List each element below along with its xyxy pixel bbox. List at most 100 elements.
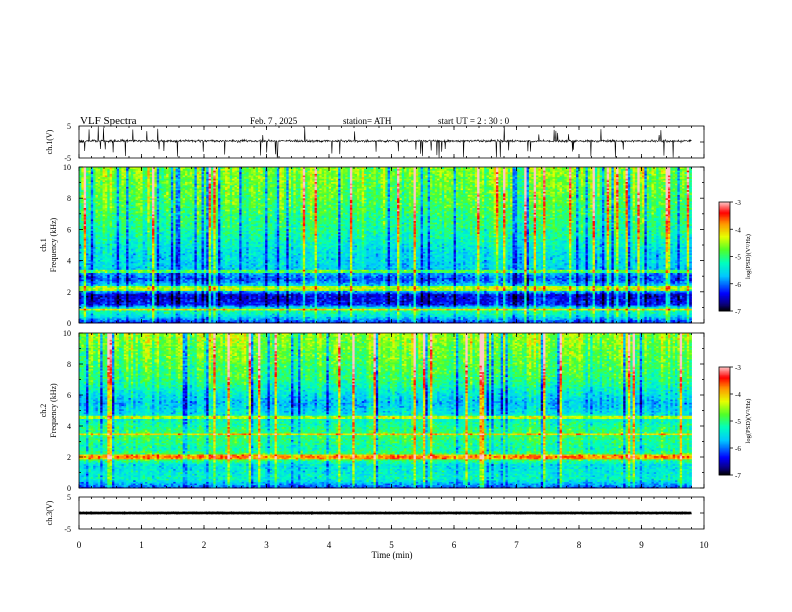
psd-cell bbox=[88, 318, 92, 321]
psd-cell bbox=[658, 318, 662, 321]
psd-cell bbox=[488, 311, 492, 314]
psd-cell bbox=[620, 313, 624, 316]
psd-cell bbox=[364, 318, 367, 321]
psd-cell bbox=[276, 316, 280, 319]
psd-cell bbox=[684, 314, 688, 317]
psd-cell bbox=[232, 316, 235, 319]
psd-cell bbox=[653, 318, 657, 321]
psd-cell bbox=[550, 319, 553, 322]
psd-cell bbox=[500, 321, 504, 324]
psd-cell bbox=[345, 311, 348, 314]
psd-cell bbox=[274, 313, 278, 316]
psd-cell bbox=[173, 321, 176, 324]
psd-cell bbox=[623, 314, 626, 317]
psd-cell bbox=[314, 316, 318, 319]
psd-cell bbox=[260, 321, 264, 324]
psd-cell bbox=[349, 313, 353, 316]
psd-cell bbox=[472, 316, 476, 319]
psd-cell bbox=[590, 319, 593, 322]
psd-cell bbox=[347, 311, 351, 314]
psd-cell bbox=[217, 313, 221, 316]
psd-cell bbox=[128, 310, 132, 313]
psd-cell bbox=[79, 321, 82, 324]
psd-cell bbox=[159, 321, 162, 324]
psd-cell bbox=[566, 321, 570, 324]
psd-cell bbox=[632, 316, 636, 319]
psd-cell bbox=[623, 311, 626, 314]
psd-cell bbox=[437, 321, 440, 324]
psd-cell bbox=[286, 321, 290, 324]
psd-cell bbox=[116, 311, 120, 314]
psd-cell bbox=[342, 321, 346, 324]
psd-cell bbox=[97, 314, 101, 317]
psd-cell bbox=[495, 316, 499, 319]
psd-cell bbox=[199, 318, 202, 321]
psd-cell bbox=[241, 310, 245, 313]
psd-cell bbox=[302, 313, 306, 316]
psd-cell bbox=[354, 319, 358, 322]
psd-cell bbox=[81, 318, 85, 321]
psd-cell bbox=[397, 316, 400, 319]
psd-cell bbox=[154, 310, 158, 313]
psd-cell bbox=[371, 319, 374, 322]
psd-cell bbox=[149, 321, 153, 324]
psd-cell bbox=[267, 321, 271, 324]
psd-cell bbox=[375, 311, 379, 314]
psd-cell bbox=[686, 313, 690, 316]
psd-cell bbox=[585, 318, 589, 321]
psd-cell bbox=[116, 319, 120, 322]
psd-cell bbox=[152, 316, 155, 319]
psd-cell bbox=[133, 311, 136, 314]
psd-cell bbox=[465, 313, 469, 316]
psd-cell bbox=[458, 313, 462, 316]
psd-cell bbox=[192, 311, 195, 314]
psd-cell bbox=[173, 310, 176, 313]
psd-cell bbox=[302, 310, 306, 313]
psd-cell bbox=[387, 310, 391, 313]
psd-cell bbox=[185, 311, 188, 314]
psd-cell bbox=[470, 321, 473, 324]
psd-cell bbox=[524, 316, 527, 319]
psd-cell bbox=[107, 313, 111, 316]
psd-cell bbox=[382, 311, 386, 314]
psd-cell bbox=[505, 319, 509, 322]
psd-cell bbox=[418, 321, 421, 324]
psd-cell bbox=[488, 321, 492, 324]
psd-cell bbox=[420, 321, 424, 324]
psd-cell bbox=[380, 314, 384, 317]
psd-cell bbox=[234, 313, 238, 316]
psd-cell bbox=[104, 314, 108, 317]
psd-cell bbox=[130, 318, 134, 321]
psd-cell bbox=[283, 311, 287, 314]
psd-cell bbox=[361, 311, 365, 314]
psd-cell bbox=[312, 313, 315, 316]
psd-cell bbox=[649, 319, 652, 322]
psd-cell bbox=[677, 314, 681, 317]
psd-cell bbox=[623, 318, 626, 321]
psd-cell bbox=[559, 321, 563, 324]
psd-cell bbox=[439, 319, 443, 322]
psd-cell bbox=[448, 314, 452, 317]
psd-cell bbox=[354, 318, 358, 321]
psd-cell bbox=[79, 319, 82, 322]
psd-cell bbox=[422, 321, 426, 324]
psd-cell bbox=[201, 313, 205, 316]
psd-cell bbox=[147, 313, 151, 316]
psd-cell bbox=[616, 318, 619, 321]
psd-cell bbox=[187, 318, 191, 321]
psd-cell bbox=[126, 313, 129, 316]
psd-cell bbox=[119, 313, 122, 316]
psd-cell bbox=[625, 318, 629, 321]
psd-cell bbox=[201, 311, 205, 314]
psd-cell bbox=[481, 319, 485, 322]
psd-cell bbox=[79, 310, 82, 313]
psd-cell bbox=[149, 314, 153, 317]
psd-cell bbox=[298, 318, 301, 321]
psd-cell bbox=[345, 310, 348, 313]
psd-cell bbox=[253, 314, 257, 317]
psd-cell bbox=[229, 313, 233, 316]
psd-cell bbox=[319, 319, 323, 322]
psd-cell bbox=[432, 311, 436, 314]
psd-cell bbox=[196, 313, 200, 316]
psd-cell bbox=[307, 313, 311, 316]
